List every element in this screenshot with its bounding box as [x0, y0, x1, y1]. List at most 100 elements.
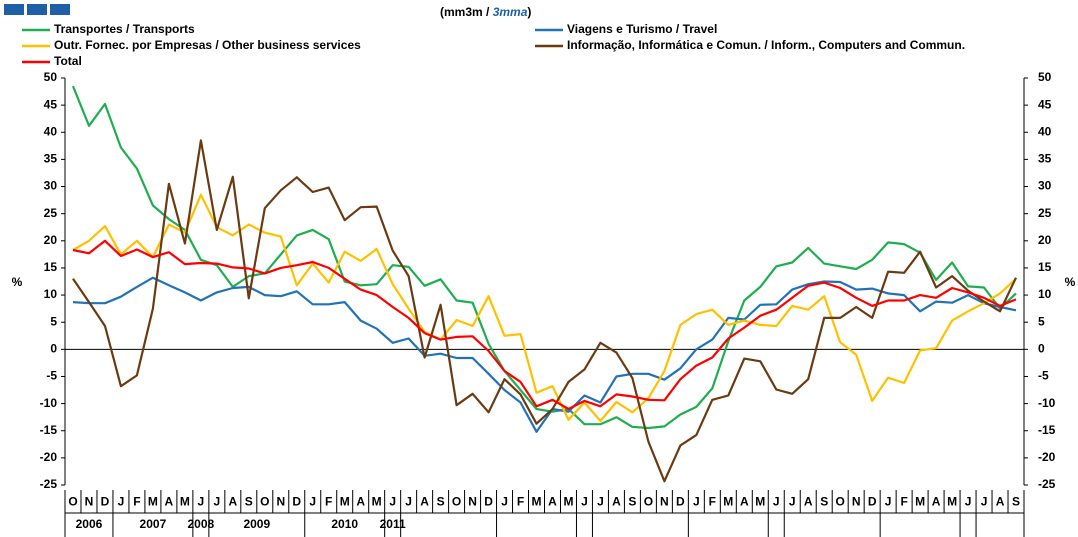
chart-title: (mm3m / 3mma)	[440, 5, 531, 19]
x-tick-label: J	[789, 495, 796, 509]
y2-tick-label: 30	[1038, 179, 1052, 193]
y2-axis-label: %	[1065, 275, 1076, 289]
y2-tick-label: 10	[1038, 287, 1052, 301]
y-tick-label: 10	[44, 287, 58, 301]
x-tick-label: O	[452, 495, 461, 509]
x-tick-label: A	[612, 495, 621, 509]
x-tick-label: J	[118, 495, 125, 509]
x-tick-label: F	[900, 495, 907, 509]
title-end: )	[527, 5, 531, 19]
series-line	[72, 239, 1017, 411]
x-tick-label: J	[965, 495, 972, 509]
y-tick-label: 35	[44, 152, 58, 166]
y2-tick-label: 50	[1038, 70, 1052, 84]
x-tick-label: M	[180, 495, 190, 509]
y2-tick-label: 45	[1038, 97, 1052, 111]
series-line	[71, 85, 1017, 430]
y2-tick-label: -15	[1038, 423, 1056, 437]
year-label: 2008	[188, 517, 215, 531]
x-tick-label: J	[198, 495, 205, 509]
x-tick-label: O	[836, 495, 845, 509]
y2-tick-label: 5	[1038, 314, 1045, 328]
series-line	[72, 139, 1017, 483]
title-text: (mm3m /	[440, 5, 493, 19]
legend-label: Outr. Fornec. por Empresas / Other busin…	[54, 38, 361, 52]
logo	[4, 4, 70, 15]
x-tick-label: A	[932, 495, 941, 509]
legend-label: Viagens e Turismo / Travel	[567, 22, 717, 36]
x-tick-label: M	[148, 495, 158, 509]
y2-tick-label: 0	[1038, 342, 1045, 356]
x-tick-label: N	[852, 495, 861, 509]
y-tick-label: 5	[50, 314, 57, 328]
x-tick-label: A	[356, 495, 365, 509]
series-line	[72, 193, 1017, 423]
y-tick-label: 45	[44, 97, 58, 111]
x-tick-label: O	[260, 495, 269, 509]
y-tick-label: 0	[50, 342, 57, 356]
x-tick-label: N	[660, 495, 669, 509]
title-highlight: 3mma	[493, 5, 528, 19]
y-tick-label: 30	[44, 179, 58, 193]
x-tick-label: J	[693, 495, 700, 509]
y2-tick-label: 40	[1038, 124, 1052, 138]
y-tick-label: 40	[44, 124, 58, 138]
x-tick-label: A	[996, 495, 1005, 509]
x-tick-label: M	[372, 495, 382, 509]
y-tick-label: -10	[40, 396, 58, 410]
x-tick-label: J	[501, 495, 508, 509]
y-tick-label: 50	[44, 70, 58, 84]
y-tick-label: 20	[44, 233, 58, 247]
y-tick-label: -25	[40, 477, 58, 491]
x-tick-label: J	[773, 495, 780, 509]
x-tick-label: J	[981, 495, 988, 509]
x-tick-label: O	[644, 495, 653, 509]
x-tick-label: S	[437, 495, 445, 509]
series-line	[72, 276, 1017, 433]
x-tick-label: F	[133, 495, 140, 509]
x-tick-label: M	[723, 495, 733, 509]
y-tick-label: 15	[44, 260, 58, 274]
x-tick-label: A	[228, 495, 237, 509]
x-tick-label: A	[165, 495, 174, 509]
x-tick-label: D	[292, 495, 301, 509]
y2-tick-label: 35	[1038, 152, 1052, 166]
x-tick-label: M	[563, 495, 573, 509]
x-tick-label: M	[947, 495, 957, 509]
legend-label: Transportes / Transports	[54, 22, 195, 36]
x-tick-label: J	[885, 495, 892, 509]
x-tick-label: F	[325, 495, 332, 509]
x-tick-label: J	[597, 495, 604, 509]
x-tick-label: M	[915, 495, 925, 509]
x-tick-label: J	[389, 495, 396, 509]
y-tick-label: -15	[40, 423, 58, 437]
x-tick-label: N	[85, 495, 94, 509]
year-label: 2007	[140, 517, 167, 531]
x-tick-label: D	[676, 495, 685, 509]
x-tick-label: A	[740, 495, 749, 509]
x-tick-label: S	[245, 495, 253, 509]
y2-tick-label: -20	[1038, 450, 1056, 464]
y2-tick-label: 25	[1038, 206, 1052, 220]
x-tick-label: D	[101, 495, 110, 509]
x-tick-label: S	[820, 495, 828, 509]
year-label: 2006	[76, 517, 103, 531]
x-tick-label: F	[709, 495, 716, 509]
y2-tick-label: -5	[1038, 369, 1049, 383]
x-tick-label: F	[517, 495, 524, 509]
x-tick-label: A	[548, 495, 557, 509]
y2-tick-label: 20	[1038, 233, 1052, 247]
x-tick-label: N	[468, 495, 477, 509]
year-label: 2011	[380, 517, 406, 531]
x-tick-label: A	[420, 495, 429, 509]
y-axis-label: %	[12, 275, 23, 289]
y2-tick-label: 15	[1038, 260, 1052, 274]
y-tick-label: -20	[40, 450, 58, 464]
x-tick-label: A	[804, 495, 813, 509]
x-tick-label: D	[484, 495, 493, 509]
y2-tick-label: -10	[1038, 396, 1056, 410]
x-tick-label: J	[309, 495, 316, 509]
x-tick-label: O	[68, 495, 77, 509]
x-tick-label: M	[532, 495, 542, 509]
